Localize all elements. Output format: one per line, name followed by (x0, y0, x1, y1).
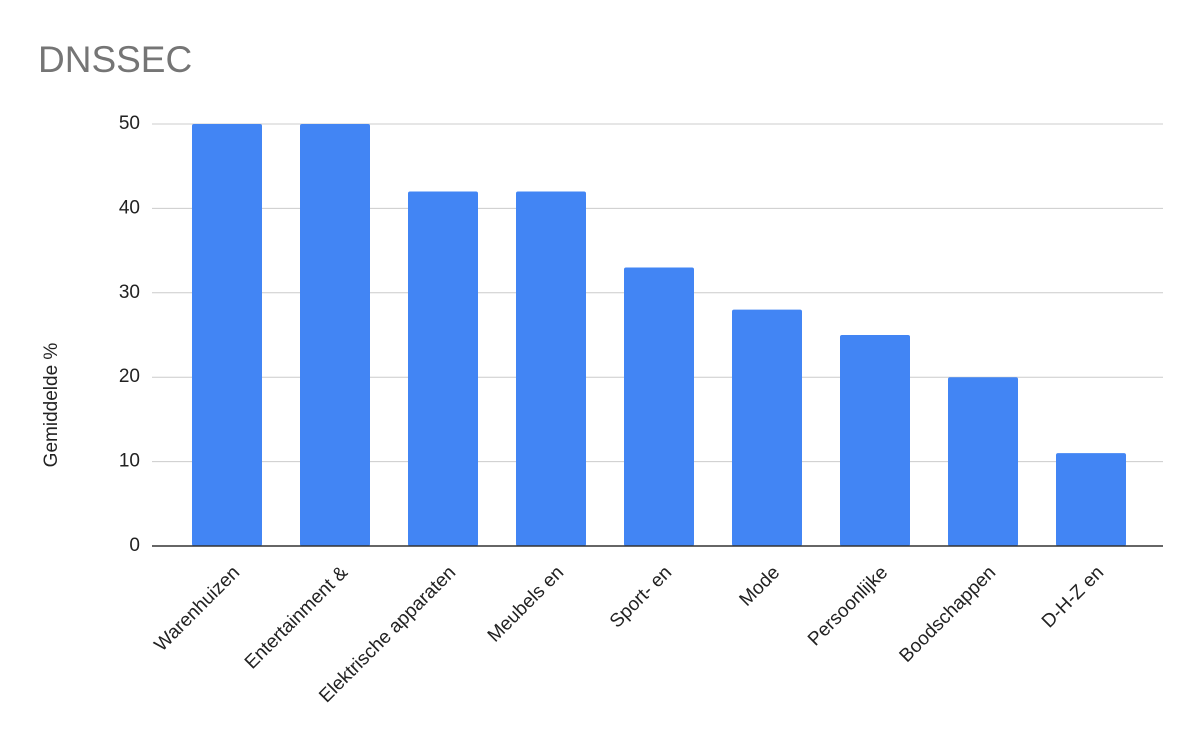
y-tick-label: 50 (119, 113, 140, 134)
y-tick-label: 30 (119, 282, 140, 303)
bar (624, 267, 694, 546)
bar (192, 124, 262, 546)
y-tick-label: 0 (129, 535, 140, 556)
bar (300, 124, 370, 546)
chart-title: DNSSEC (38, 39, 192, 80)
bar (732, 309, 802, 546)
bar (948, 377, 1018, 546)
bar (840, 335, 910, 546)
bar (516, 191, 586, 546)
y-tick-label: 10 (119, 451, 140, 472)
y-tick-label: 20 (119, 366, 140, 387)
y-tick-label: 40 (119, 197, 140, 218)
bar (408, 191, 478, 546)
y-axis-label: Gemiddelde % (41, 343, 62, 468)
bar (1056, 453, 1126, 546)
